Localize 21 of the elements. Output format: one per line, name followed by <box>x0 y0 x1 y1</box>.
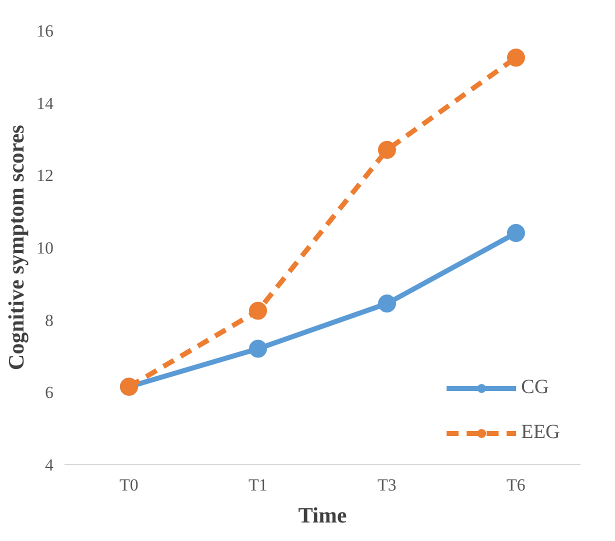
point <box>507 48 525 67</box>
point <box>507 224 525 242</box>
x-tick-label: T1 <box>248 476 268 494</box>
legend-label: EEG <box>521 421 560 444</box>
legend-label: CG <box>521 376 549 399</box>
y-tick-label: 6 <box>45 383 54 402</box>
y-tick-label: 16 <box>36 22 54 40</box>
y-axis-title: Cognitive symptom scores <box>4 124 28 370</box>
y-tick-label: 4 <box>45 456 54 474</box>
y-tick-label: 8 <box>45 310 54 330</box>
point <box>378 140 396 159</box>
point <box>378 294 396 313</box>
point <box>249 302 267 320</box>
x-tick-label: T3 <box>378 476 396 494</box>
y-tick-label: 10 <box>36 238 54 258</box>
x-tick-label: T0 <box>120 476 138 494</box>
point <box>249 340 267 358</box>
x-tick-label: T6 <box>506 476 526 494</box>
x-axis-title: Time <box>298 502 347 528</box>
y-tick-label: 12 <box>36 166 54 186</box>
y-tick-label: 14 <box>36 94 54 113</box>
